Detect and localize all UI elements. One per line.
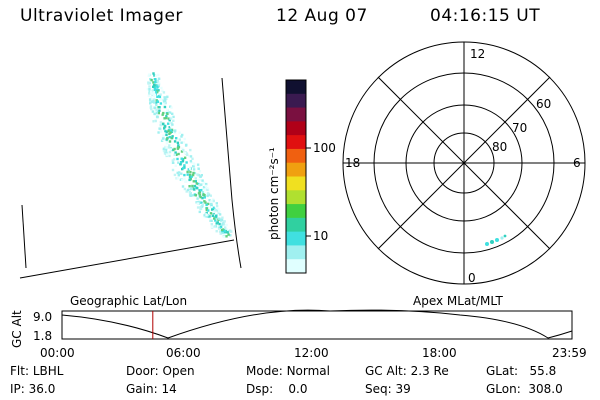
info-value: 55.8 (529, 364, 557, 378)
colorbar-block (286, 121, 306, 136)
colorbar-block (286, 259, 306, 274)
orbit-plot-frame (61, 310, 573, 340)
info-value: Normal (286, 364, 330, 378)
image-bottom-edge (19, 239, 235, 279)
orbit-y-tick-9: 9.0 (33, 310, 52, 324)
info-label: GLat: (486, 364, 519, 378)
colorbar-block (286, 80, 306, 95)
orbit-x-tick-0600: 06:00 (166, 346, 201, 360)
colorbar-block (286, 162, 306, 177)
info-value: 308.0 (528, 382, 563, 396)
info-label: Door: (126, 364, 159, 378)
colorbar-tick-label-10: 10 (313, 229, 328, 243)
info-mode: Mode: Normal (246, 364, 330, 378)
colorbar-block (286, 93, 306, 109)
orbit-x-tick-2359: 23:59 (552, 346, 587, 360)
info-gain: Gain: 14 (126, 382, 177, 396)
mlat-label-80: 80 (492, 140, 507, 154)
info-label: IP: (10, 382, 25, 396)
info-door: Door: Open (126, 364, 195, 378)
colorbar-block (286, 245, 306, 260)
colorbar-block (286, 176, 306, 191)
orbit-x-tick-1800: 18:00 (422, 346, 457, 360)
info-label: Gain: (126, 382, 158, 396)
orbit-y-tick-1.8: 1.8 (33, 329, 52, 343)
info-value: LBHL (32, 364, 64, 378)
image-right-edge (221, 77, 242, 269)
info-gc-alt: GC Alt: 2.3 Re (365, 364, 449, 378)
orbit-altitude-curve (61, 309, 573, 339)
mlt-label-18: 18 (345, 156, 360, 170)
info-value: 14 (161, 382, 177, 396)
colorbar-block (286, 107, 306, 122)
info-value: Open (162, 364, 195, 378)
info-label: Seq: (365, 382, 392, 396)
auroral-emission-band (146, 72, 233, 239)
info-value: 39 (395, 382, 411, 396)
colorbar-block (286, 231, 306, 246)
colorbar-block (286, 217, 306, 233)
info-label: GLon: (486, 382, 521, 396)
orbit-y-axis-label: GC Alt (10, 310, 24, 348)
info-glon: GLon: 308.0 (486, 382, 563, 396)
info-seq: Seq: 39 (365, 382, 411, 396)
orbit-x-tick-1200: 12:00 (294, 346, 329, 360)
orbit-x-tick-0000: 00:00 (40, 346, 75, 360)
polar-diagonal-b (377, 76, 551, 250)
mlt-label-0: 0 (468, 271, 476, 285)
info-glat: GLat: 55.8 (486, 364, 556, 378)
colorbar-block (286, 148, 306, 164)
mlat-label-70: 70 (512, 121, 527, 135)
colorbar-block (286, 190, 306, 205)
geographic-latlon-label: Geographic Lat/Lon (70, 294, 187, 308)
colorbar-scale (286, 80, 306, 274)
info-value: 36.0 (28, 382, 56, 396)
image-left-edge (21, 204, 27, 269)
polar-emission-spot (485, 234, 507, 246)
info-value: 2.3 Re (410, 364, 449, 378)
colorbar-block (286, 204, 306, 219)
instrument-title: Ultraviolet Imager (20, 6, 183, 26)
time-label: 04:16:15 UT (430, 6, 541, 26)
colorbar-block (286, 135, 306, 150)
mlt-label-12: 12 (470, 47, 485, 61)
info-label: Mode: (246, 364, 283, 378)
info-flt: Flt: LBHL (10, 364, 63, 378)
info-value: 0.0 (288, 382, 308, 396)
colorbar-tick-label-100: 100 (313, 141, 336, 155)
mlt-label-6: 6 (573, 156, 581, 170)
colorbar-unit-label: photon cm⁻²s⁻¹ (267, 147, 281, 240)
info-label: Dsp: (246, 382, 274, 396)
colorbar-border (285, 79, 307, 274)
mlat-label-60: 60 (536, 97, 551, 111)
date-label: 12 Aug 07 (276, 6, 368, 26)
apex-mlat-mlt-label: Apex MLat/MLT (413, 294, 503, 308)
info-dsp: Dsp: 0.0 (246, 382, 308, 396)
info-label: GC Alt: (365, 364, 407, 378)
info-ip: IP: 36.0 (10, 382, 55, 396)
info-label: Flt: (10, 364, 29, 378)
